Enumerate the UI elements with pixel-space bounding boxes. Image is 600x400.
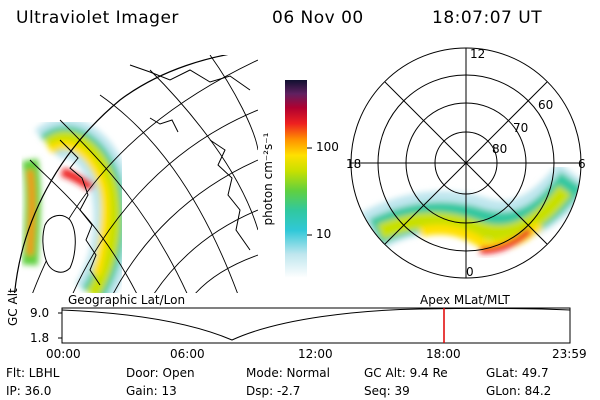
gc-alt-value: GC Alt: 9.4 Re	[364, 366, 448, 380]
door-status: Door: Open	[126, 366, 195, 380]
timeline-x-tick-1800: 18:00	[426, 347, 461, 361]
timeline-x-tick-2359: 23:59	[552, 347, 587, 361]
observation-time: 18:07:07 UT	[432, 8, 543, 28]
timeline-y-tick-min: 1.8	[30, 331, 50, 345]
mlt-label-18: 18	[346, 157, 362, 171]
lat-label-70: 70	[513, 121, 529, 135]
colorbar-unit-label: photon cm⁻²s⁻¹	[261, 132, 275, 226]
timeline-x-tick-1200: 12:00	[298, 347, 333, 361]
timeline-y-label: GC Alt	[6, 288, 20, 326]
colorbar	[285, 80, 307, 278]
lat-label-60: 60	[538, 98, 554, 112]
lat-label-80: 80	[492, 142, 508, 156]
instrument-title: Ultraviolet Imager	[16, 8, 179, 28]
timeline-y-tick-max: 9.0	[30, 306, 50, 320]
geographic-image	[14, 55, 258, 293]
ip-value: IP: 36.0	[6, 384, 52, 398]
seq-value: Seq: 39	[364, 384, 410, 398]
glat-value: GLat: 49.7	[486, 366, 549, 380]
timeline-x-tick-0000: 00:00	[46, 347, 81, 361]
glon-value: GLon: 84.2	[486, 384, 552, 398]
timeline-x-tick-0600: 06:00	[170, 347, 205, 361]
colorbar-tick-100: 100	[316, 140, 339, 154]
observation-date: 06 Nov 00	[272, 8, 364, 28]
filter-value: Flt: LBHL	[6, 366, 60, 380]
gain-value: Gain: 13	[126, 384, 177, 398]
polar-plot	[350, 47, 582, 279]
dsp-value: Dsp: -2.7	[246, 384, 301, 398]
mlt-label-0: 0	[466, 265, 474, 279]
right-panel-label: Apex MLat/MLT	[420, 293, 510, 307]
mlt-label-6: 6	[578, 157, 586, 171]
left-panel-label: Geographic Lat/Lon	[68, 293, 186, 307]
mode-status: Mode: Normal	[246, 366, 330, 380]
colorbar-tick-10: 10	[316, 227, 332, 241]
mlt-label-12: 12	[470, 47, 486, 61]
altitude-timeline	[61, 307, 571, 344]
